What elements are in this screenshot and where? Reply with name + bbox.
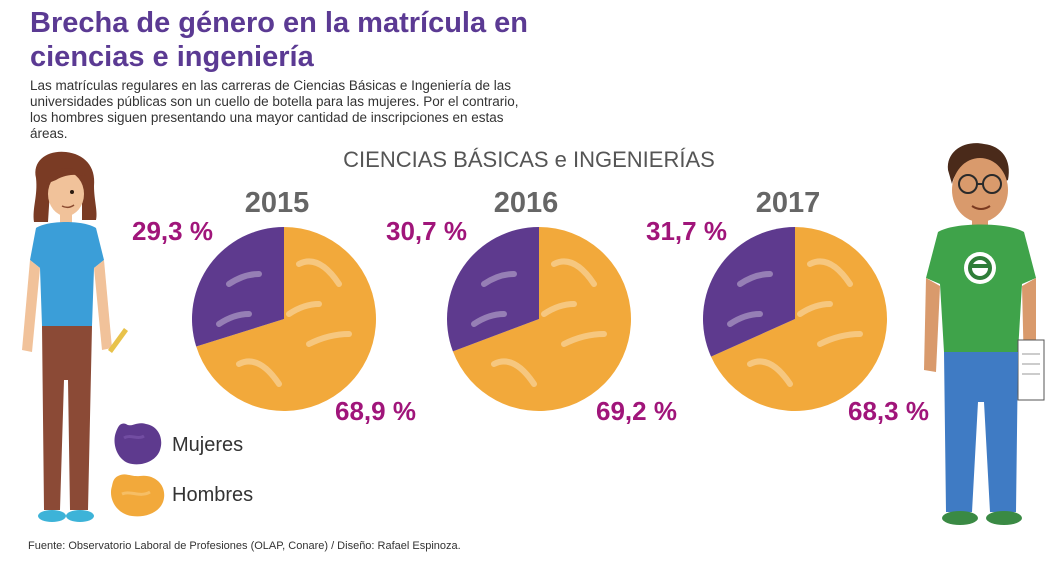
pie-slice-hombres-2016: [452, 227, 631, 411]
page-title: Brecha de género en la matrícula en cien…: [30, 7, 529, 73]
pie-texture-2015: [216, 258, 352, 387]
page-subtitle: Las matrículas regulares en las carreras…: [30, 78, 519, 141]
pie-slice-mujeres-2017: [703, 227, 795, 357]
source-footer: Fuente: Observatorio Laboral de Profesio…: [28, 540, 461, 552]
pie-slice-mujeres-2016: [446, 227, 539, 352]
hombres-percent-2017: 68,3 %: [848, 396, 929, 426]
pie-texture-2016: [471, 258, 607, 387]
legend-swatch-hombres: [110, 474, 165, 517]
mujeres-percent-2015: 29,3 %: [132, 216, 213, 246]
hombres-percent-2015: 68,9 %: [335, 396, 416, 426]
year-label-2015: 2015: [244, 187, 310, 219]
chart-title: CIENCIAS BÁSICAS e INGENIERÍAS: [343, 147, 715, 172]
pie-slice-hombres-2017: [711, 227, 887, 411]
pie-chart-2016: [446, 227, 631, 411]
pie-slice-hombres-2015: [196, 227, 377, 411]
pie-slice-mujeres-2015: [191, 227, 284, 347]
hombres-percent-2016: 69,2 %: [596, 396, 677, 426]
man-illustration: [924, 143, 1045, 525]
mujeres-percent-2016: 30,7 %: [386, 216, 467, 246]
pie-chart-2015: [191, 227, 377, 411]
pie-texture-2017: [727, 258, 863, 387]
year-label-2017: 2017: [755, 187, 821, 219]
legend-label-hombres: Hombres: [172, 484, 254, 506]
year-label-2016: 2016: [493, 187, 559, 219]
legend-label-mujeres: Mujeres: [172, 434, 244, 456]
woman-illustration: [22, 151, 128, 522]
mujeres-percent-2017: 31,7 %: [646, 216, 727, 246]
pie-chart-2017: [703, 227, 887, 411]
legend-swatch-mujeres: [114, 423, 162, 465]
